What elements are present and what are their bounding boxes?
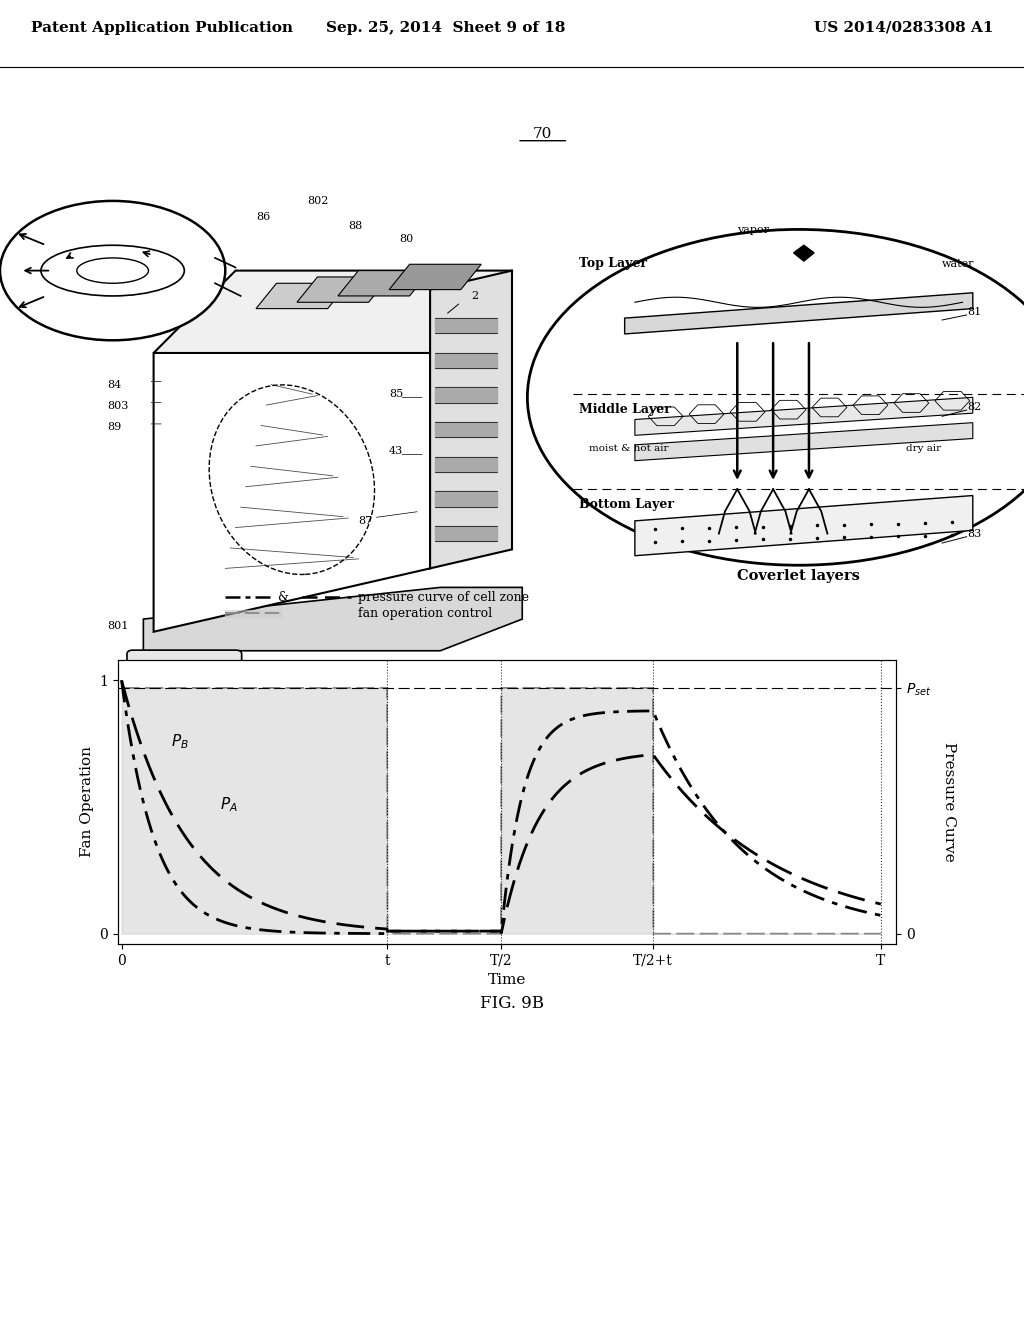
Text: 83: 83 <box>968 529 982 539</box>
Text: moist & hot air: moist & hot air <box>589 444 669 453</box>
Text: water: water <box>942 260 975 269</box>
Text: 802: 802 <box>307 197 329 206</box>
X-axis label: Time: Time <box>487 973 526 987</box>
Text: Coverlet layers: Coverlet layers <box>737 569 860 583</box>
Text: pressure curve of cell zone: pressure curve of cell zone <box>357 590 528 603</box>
Text: $P_B$: $P_B$ <box>171 733 188 751</box>
Text: FIG. 9A: FIG. 9A <box>431 715 490 730</box>
Text: 801: 801 <box>108 620 129 631</box>
Text: air pipe: air pipe <box>251 697 294 706</box>
Polygon shape <box>389 264 481 289</box>
Polygon shape <box>635 422 973 461</box>
Text: Middle Layer: Middle Layer <box>579 403 671 416</box>
Text: 43: 43 <box>389 446 403 457</box>
Text: Sep. 25, 2014  Sheet 9 of 18: Sep. 25, 2014 Sheet 9 of 18 <box>326 21 565 34</box>
Circle shape <box>146 664 191 692</box>
Text: &: & <box>278 590 289 603</box>
Polygon shape <box>154 271 512 352</box>
Text: US 2014/0283308 A1: US 2014/0283308 A1 <box>814 21 993 34</box>
Text: 87: 87 <box>358 516 373 527</box>
Text: 86: 86 <box>256 213 270 222</box>
Polygon shape <box>338 271 430 296</box>
Y-axis label: Pressure Curve: Pressure Curve <box>942 742 956 862</box>
Polygon shape <box>430 271 512 569</box>
Circle shape <box>527 230 1024 565</box>
Text: Top Layer: Top Layer <box>579 257 646 271</box>
Y-axis label: Fan Operation: Fan Operation <box>80 746 93 858</box>
Text: $P_A$: $P_A$ <box>220 796 238 814</box>
Text: 84: 84 <box>108 380 122 389</box>
Text: 88: 88 <box>348 222 362 231</box>
Text: vapor: vapor <box>736 224 769 235</box>
Text: Bottom Layer: Bottom Layer <box>579 498 674 511</box>
FancyBboxPatch shape <box>127 651 242 705</box>
Text: dry air: dry air <box>906 444 941 453</box>
Polygon shape <box>256 284 348 309</box>
Text: 803: 803 <box>108 401 129 411</box>
Text: 81: 81 <box>968 308 982 317</box>
Text: 70: 70 <box>534 127 552 140</box>
Text: 82: 82 <box>968 403 982 412</box>
Polygon shape <box>154 289 430 632</box>
Text: FIG. 9B: FIG. 9B <box>480 995 544 1011</box>
Polygon shape <box>794 246 814 261</box>
Text: 89: 89 <box>108 422 122 432</box>
Text: 3: 3 <box>317 706 325 717</box>
Polygon shape <box>143 587 522 651</box>
Text: electrical line: electrical line <box>251 717 328 727</box>
Text: fan operation control: fan operation control <box>357 607 492 620</box>
Text: 2: 2 <box>471 292 478 301</box>
Polygon shape <box>635 397 973 436</box>
Polygon shape <box>635 495 973 556</box>
Text: 85: 85 <box>389 389 403 400</box>
Circle shape <box>162 673 176 682</box>
Polygon shape <box>625 293 973 334</box>
Text: 80: 80 <box>399 234 414 244</box>
Circle shape <box>0 201 225 341</box>
Text: 4: 4 <box>266 675 273 685</box>
Text: Patent Application Publication: Patent Application Publication <box>31 21 293 34</box>
Polygon shape <box>297 277 389 302</box>
